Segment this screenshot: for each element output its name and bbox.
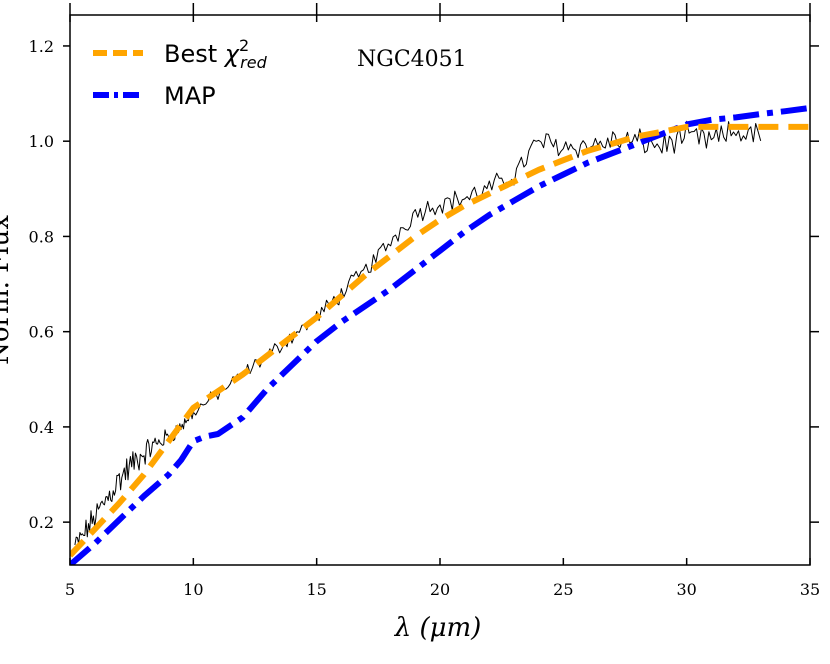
y-tick-label-5: 1.2 — [29, 37, 54, 56]
y-tick-label-1: 0.4 — [29, 418, 54, 437]
annotation-ngc4051: NGC4051 — [357, 47, 467, 72]
y-tick-label-3: 0.8 — [29, 227, 54, 246]
series-best-chi2 — [70, 123, 810, 558]
x-tick-label-4: 25 — [553, 580, 573, 599]
legend-label-map: MAP — [164, 82, 216, 110]
x-tick-label-2: 15 — [306, 580, 326, 599]
legend-label-best: Best χ2 red — [164, 36, 268, 72]
y-tick-label-0: 0.2 — [29, 513, 54, 532]
x-tick-label-1: 10 — [183, 580, 203, 599]
x-tick-label-3: 20 — [430, 580, 450, 599]
legend-best-main: Best — [164, 40, 225, 68]
series-observed-spectrum — [74, 120, 762, 545]
legend-best-sup: 2 — [239, 36, 249, 55]
x-tick-label-6: 35 — [800, 580, 820, 599]
y-tick-label-2: 0.6 — [29, 323, 54, 342]
legend-best-chi: χ — [223, 40, 240, 68]
x-tick-label-5: 30 — [676, 580, 696, 599]
legend-best-sub: red — [240, 53, 267, 72]
y-tick-label-4: 1.0 — [29, 132, 54, 151]
x-tick-label-0: 5 — [65, 580, 75, 599]
axis-ticks — [63, 3, 819, 565]
tick-labels: 5 10 15 20 25 30 35 0.2 0.4 0.6 0.8 1.0 1.2 — [29, 37, 821, 599]
series-layer — [70, 104, 810, 565]
y-axis-label: Norm. Flux — [0, 215, 15, 365]
legend: Best χ2 red MAP — [93, 36, 268, 110]
plot-frame — [69, 14, 811, 566]
series-map — [70, 104, 810, 565]
x-axis-label: λ (μm) — [394, 613, 482, 643]
